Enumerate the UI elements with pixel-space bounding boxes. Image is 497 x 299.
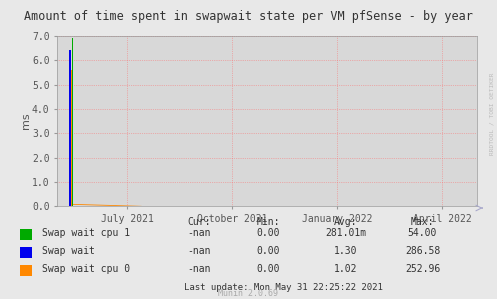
Text: Max:: Max: <box>411 217 434 227</box>
Text: -nan: -nan <box>187 228 211 238</box>
Text: 54.00: 54.00 <box>408 228 437 238</box>
Text: -nan: -nan <box>187 246 211 256</box>
Text: 281.01m: 281.01m <box>325 228 366 238</box>
Text: Swap wait cpu 0: Swap wait cpu 0 <box>42 264 130 274</box>
Text: -nan: -nan <box>187 264 211 274</box>
Text: Last update: Mon May 31 22:25:22 2021: Last update: Mon May 31 22:25:22 2021 <box>184 283 383 292</box>
Text: 0.00: 0.00 <box>256 246 280 256</box>
Text: Cur:: Cur: <box>187 217 211 227</box>
Text: 286.58: 286.58 <box>405 246 440 256</box>
Text: RRDTOOL / TOBI OETIKER: RRDTOOL / TOBI OETIKER <box>490 72 495 155</box>
Text: Amount of time spent in swapwait state per VM pfSense - by year: Amount of time spent in swapwait state p… <box>24 10 473 23</box>
Text: 1.02: 1.02 <box>333 264 357 274</box>
Text: Munin 2.0.69: Munin 2.0.69 <box>219 289 278 298</box>
Text: Min:: Min: <box>256 217 280 227</box>
Text: 0.00: 0.00 <box>256 264 280 274</box>
Text: 0.00: 0.00 <box>256 228 280 238</box>
Text: Avg:: Avg: <box>333 217 357 227</box>
Text: Swap wait cpu 1: Swap wait cpu 1 <box>42 228 130 238</box>
Text: Swap wait: Swap wait <box>42 246 95 256</box>
Y-axis label: ms: ms <box>20 113 30 129</box>
Text: 1.30: 1.30 <box>333 246 357 256</box>
Text: 252.96: 252.96 <box>405 264 440 274</box>
